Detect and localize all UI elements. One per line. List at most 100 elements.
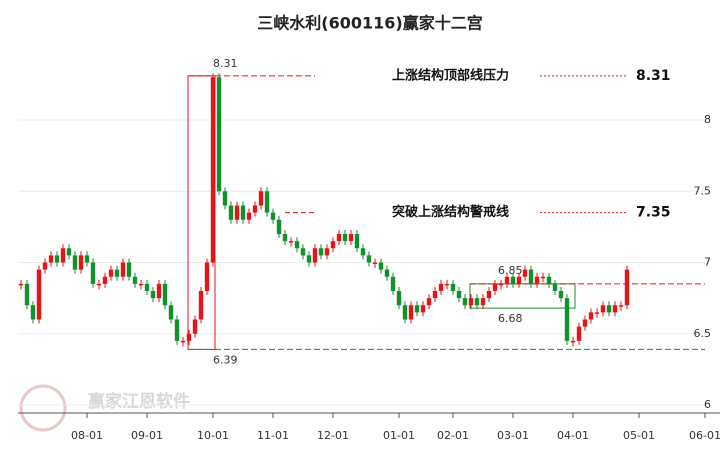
candle bbox=[72, 255, 78, 270]
x-tick-label: 06-01 bbox=[689, 429, 721, 442]
candle bbox=[390, 276, 396, 291]
candle bbox=[486, 291, 492, 299]
candle bbox=[534, 276, 540, 284]
candle bbox=[444, 283, 450, 286]
y-tick-label: 7.5 bbox=[694, 184, 712, 197]
x-tick-label: 05-01 bbox=[623, 429, 655, 442]
candle bbox=[96, 283, 102, 286]
candle bbox=[48, 255, 54, 263]
candle bbox=[246, 212, 252, 220]
candle bbox=[396, 291, 402, 306]
candle bbox=[150, 291, 156, 299]
candle bbox=[360, 248, 366, 256]
candle bbox=[378, 262, 384, 270]
candle bbox=[282, 234, 288, 242]
candle bbox=[276, 219, 282, 234]
candle bbox=[234, 205, 240, 220]
candle bbox=[462, 298, 468, 306]
candle bbox=[192, 319, 198, 334]
x-tick-label: 11-01 bbox=[257, 429, 289, 442]
annotation-value: 7.35 bbox=[636, 205, 671, 221]
candle bbox=[468, 298, 474, 306]
candle bbox=[552, 283, 558, 291]
x-tick-label: 03-01 bbox=[497, 429, 529, 442]
watermark-logo bbox=[19, 384, 67, 432]
candle bbox=[24, 283, 30, 306]
candle bbox=[330, 241, 336, 249]
annotation-text: 上涨结构顶部线压力 bbox=[392, 67, 509, 83]
candle bbox=[342, 234, 348, 242]
candle bbox=[420, 305, 426, 313]
candle bbox=[354, 234, 360, 249]
x-tick-label: 12-01 bbox=[317, 429, 349, 442]
candle bbox=[204, 262, 210, 291]
candle bbox=[528, 269, 534, 284]
top-label: 8.31 bbox=[213, 57, 238, 70]
candle bbox=[138, 283, 144, 286]
y-tick-label: 6.5 bbox=[694, 327, 712, 340]
candle bbox=[216, 77, 222, 192]
candle bbox=[288, 241, 294, 243]
x-tick-label: 08-01 bbox=[71, 429, 103, 442]
candle bbox=[126, 262, 132, 277]
candle bbox=[570, 340, 576, 343]
candle bbox=[450, 283, 456, 291]
candle bbox=[30, 305, 36, 320]
candle bbox=[264, 191, 270, 213]
x-tick-label: 04-01 bbox=[557, 429, 589, 442]
candle bbox=[84, 255, 90, 263]
candle bbox=[120, 262, 126, 277]
box-low-label: 6.68 bbox=[498, 312, 523, 325]
candle bbox=[168, 305, 174, 320]
candle bbox=[348, 234, 354, 242]
y-tick-label: 6 bbox=[704, 398, 711, 411]
candle bbox=[372, 262, 378, 264]
candle bbox=[36, 269, 42, 320]
candle bbox=[624, 269, 630, 306]
candle bbox=[474, 298, 480, 306]
bottom-label: 6.39 bbox=[213, 353, 238, 366]
candle bbox=[522, 269, 528, 277]
box-high-label: 6.85 bbox=[498, 264, 523, 277]
candle bbox=[510, 276, 516, 284]
candle bbox=[156, 283, 162, 299]
watermark: 赢家江恩软件 bbox=[88, 391, 190, 412]
candle bbox=[18, 283, 24, 286]
candle bbox=[42, 262, 48, 270]
candle bbox=[258, 191, 264, 206]
candle bbox=[294, 241, 300, 249]
candle bbox=[240, 205, 246, 220]
candle bbox=[114, 269, 120, 277]
candle bbox=[456, 291, 462, 299]
candle bbox=[324, 248, 330, 256]
candle bbox=[108, 269, 114, 277]
candle bbox=[102, 276, 108, 284]
candle bbox=[132, 276, 138, 284]
candle bbox=[318, 248, 324, 256]
candle bbox=[270, 212, 276, 220]
y-tick-label: 8 bbox=[704, 113, 711, 126]
candle bbox=[252, 205, 258, 213]
annotation-text: 突破上涨结构警戒线 bbox=[392, 204, 509, 220]
x-tick-label: 09-01 bbox=[131, 429, 163, 442]
candle bbox=[606, 305, 612, 313]
candle bbox=[576, 326, 582, 341]
candle bbox=[402, 305, 408, 320]
candle bbox=[480, 298, 486, 306]
chart-title: 三峡水利(600116)赢家十二宫 bbox=[257, 14, 482, 33]
candle bbox=[618, 305, 624, 307]
candle bbox=[222, 191, 228, 206]
candle bbox=[366, 255, 372, 263]
candle bbox=[564, 298, 570, 341]
x-tick-label: 10-01 bbox=[197, 429, 229, 442]
candle bbox=[498, 283, 504, 286]
candle bbox=[186, 333, 192, 341]
candle bbox=[300, 248, 306, 256]
candle bbox=[426, 298, 432, 306]
x-tick-label: 01-01 bbox=[383, 429, 415, 442]
candle bbox=[558, 291, 564, 299]
candle bbox=[198, 291, 204, 320]
candle bbox=[336, 234, 342, 242]
candle bbox=[78, 255, 84, 270]
candle bbox=[612, 305, 618, 313]
